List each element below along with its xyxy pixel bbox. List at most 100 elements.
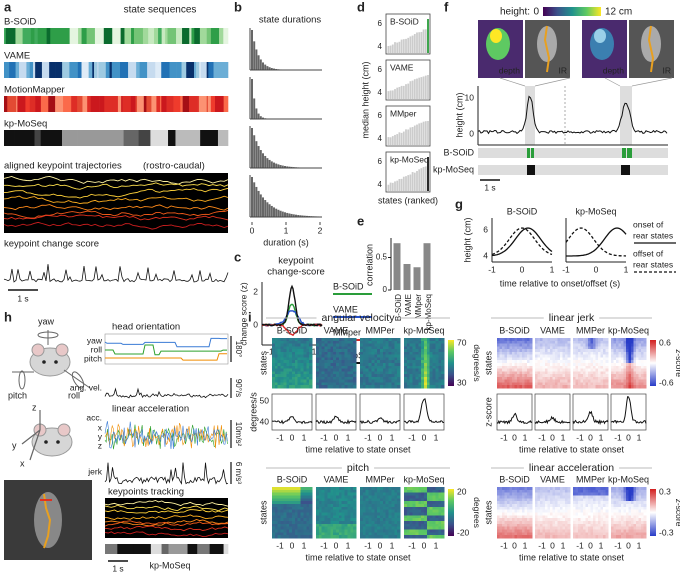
heatmap-cell bbox=[383, 382, 386, 385]
heatmap-cell bbox=[319, 352, 322, 355]
heatmap-cell bbox=[407, 352, 410, 355]
heatmap-cell bbox=[545, 349, 548, 352]
label: acc. bbox=[86, 412, 102, 422]
heatmap-cell bbox=[545, 493, 548, 496]
heatmap-cell bbox=[342, 338, 345, 341]
heatmap-cell bbox=[430, 374, 433, 377]
heatmap-cell bbox=[386, 498, 389, 501]
heatmap-cell bbox=[427, 530, 430, 533]
heatmap-cell bbox=[350, 357, 353, 360]
heatmap-cell bbox=[614, 346, 617, 349]
heatmap-cell bbox=[512, 504, 515, 507]
method-label: VAME bbox=[324, 474, 349, 484]
heatmap-cell bbox=[522, 366, 525, 369]
state-segment bbox=[622, 148, 626, 158]
heatmap-cell bbox=[596, 532, 599, 535]
label: offset of bbox=[633, 248, 664, 258]
heatmap-cell bbox=[583, 369, 586, 372]
heatmap-cell bbox=[535, 518, 538, 521]
heatmap-cell bbox=[316, 510, 319, 513]
heatmap-cell bbox=[553, 527, 556, 530]
heatmap-cell bbox=[639, 346, 642, 349]
heatmap-cell bbox=[598, 352, 601, 355]
heatmap-cell bbox=[295, 380, 298, 383]
heatmap-cell bbox=[394, 374, 397, 377]
heatmap-cell bbox=[507, 344, 510, 347]
heatmap-cell bbox=[339, 338, 342, 341]
heatmap-cell bbox=[578, 501, 581, 504]
heatmap-cell bbox=[369, 524, 372, 527]
heatmap-cell bbox=[413, 496, 416, 499]
heatmap-cell bbox=[322, 341, 325, 344]
heatmap-cell bbox=[520, 493, 523, 496]
heatmap-cell bbox=[306, 518, 309, 521]
state-segment bbox=[133, 544, 151, 554]
heatmap-cell bbox=[306, 374, 309, 377]
heatmap-cell bbox=[322, 527, 325, 530]
heatmap-cell bbox=[336, 487, 339, 490]
label: onset of bbox=[633, 219, 664, 229]
heatmap-cell bbox=[629, 366, 632, 369]
heatmap-cell bbox=[553, 352, 556, 355]
heatmap-cell bbox=[301, 530, 304, 533]
heatmap-cell bbox=[586, 369, 589, 372]
heatmap-cell bbox=[421, 496, 424, 499]
state-segment bbox=[136, 62, 140, 78]
histogram-bar bbox=[253, 41, 255, 70]
heatmap-cell bbox=[345, 513, 348, 516]
heatmap-cell bbox=[325, 355, 328, 358]
heatmap-cell bbox=[272, 504, 275, 507]
heatmap-cell bbox=[377, 515, 380, 518]
heatmap-cell bbox=[386, 363, 389, 366]
heatmap-cell bbox=[289, 524, 292, 527]
state-segment bbox=[87, 96, 91, 112]
heatmap-cell bbox=[527, 501, 530, 504]
heatmap-cell bbox=[319, 371, 322, 374]
heatmap-cell bbox=[397, 487, 400, 490]
heatmap-cell bbox=[377, 527, 380, 530]
heatmap-cell bbox=[295, 535, 298, 538]
heatmap-cell bbox=[415, 501, 418, 504]
heatmap-cell bbox=[497, 363, 500, 366]
heatmap-cell bbox=[616, 382, 619, 385]
heatmap-cell bbox=[555, 510, 558, 513]
heatmap-cell bbox=[345, 530, 348, 533]
heatmap-cell bbox=[435, 504, 438, 507]
heatmap-cell bbox=[301, 371, 304, 374]
state-bar bbox=[410, 81, 412, 99]
heatmap-cell bbox=[576, 363, 579, 366]
heatmap-cell bbox=[389, 507, 392, 510]
heatmap-cell bbox=[631, 504, 634, 507]
heatmap-cell bbox=[512, 363, 515, 366]
heatmap-cell bbox=[394, 371, 397, 374]
heatmap-cell bbox=[391, 518, 394, 521]
heatmap-cell bbox=[438, 513, 441, 516]
heatmap-cell bbox=[568, 363, 571, 366]
heatmap-cell bbox=[555, 380, 558, 383]
heatmap-cell bbox=[418, 513, 421, 516]
heatmap-cell bbox=[427, 498, 430, 501]
heatmap-cell bbox=[272, 371, 275, 374]
heatmap-cell bbox=[336, 357, 339, 360]
label: kp-MoSeq bbox=[575, 206, 616, 216]
heatmap-cell bbox=[369, 363, 372, 366]
heatmap-cell bbox=[576, 507, 579, 510]
heatmap-cell bbox=[510, 518, 513, 521]
heatmap-cell bbox=[404, 341, 407, 344]
heatmap-cell bbox=[619, 527, 622, 530]
heatmap-cell bbox=[603, 352, 606, 355]
heatmap-cell bbox=[558, 530, 561, 533]
histogram-bar bbox=[266, 158, 268, 168]
heatmap-cell bbox=[330, 360, 333, 363]
heatmap-cell bbox=[298, 535, 301, 538]
heatmap-cell bbox=[275, 493, 278, 496]
heatmap-cell bbox=[583, 377, 586, 380]
heatmap-cell bbox=[438, 352, 441, 355]
heatmap-cell bbox=[598, 530, 601, 533]
heatmap-cell bbox=[629, 382, 632, 385]
heatmap-cell bbox=[598, 349, 601, 352]
heatmap-cell bbox=[301, 341, 304, 344]
method-label: MMPer bbox=[366, 474, 395, 484]
heatmap-cell bbox=[505, 532, 508, 535]
state-segment bbox=[82, 28, 87, 44]
